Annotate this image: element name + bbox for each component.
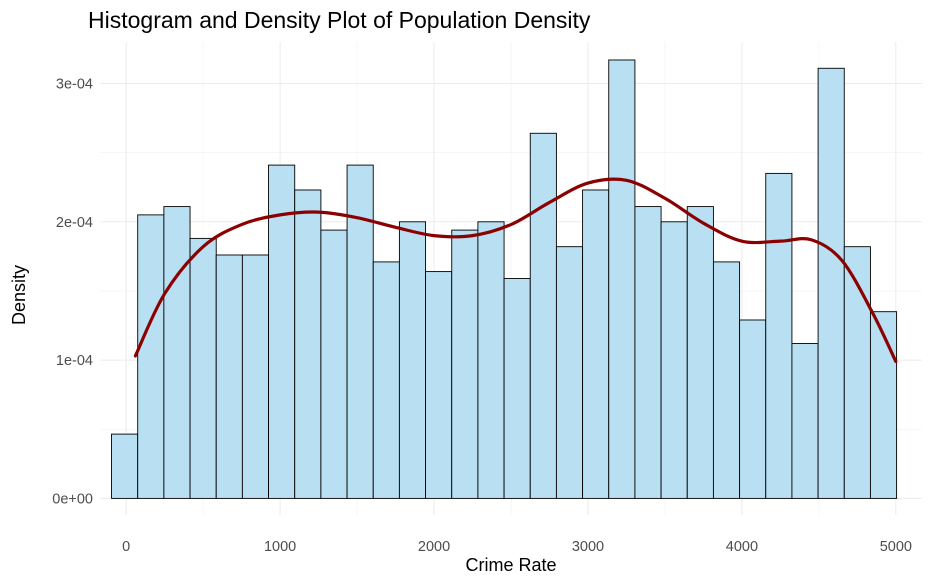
histogram-bar (660, 221, 688, 499)
histogram-bar (529, 132, 557, 499)
x-tick-label: 4000 (726, 539, 758, 555)
x-tick-label: 2000 (418, 539, 450, 555)
histogram-bar (320, 229, 348, 499)
y-tick-label: 3e-04 (56, 76, 93, 92)
y-tick-label: 2e-04 (56, 215, 93, 231)
histogram-bar (712, 261, 741, 499)
histogram-bar (739, 319, 767, 499)
histogram-bar (398, 221, 427, 499)
x-axis-title: Crime Rate (465, 555, 556, 575)
histogram-bar (137, 214, 165, 499)
density-curve (133, 177, 898, 364)
histogram-bar (608, 59, 636, 499)
histogram-bar (791, 343, 819, 499)
histogram-bar (215, 254, 243, 499)
histogram-bar (555, 246, 584, 499)
histogram-bar (477, 221, 505, 499)
x-axis-ticks: 0 1000 2000 3000 4000 5000 (122, 539, 912, 555)
histogram-bar (189, 237, 217, 499)
y-tick-label: 1e-04 (56, 353, 93, 369)
histogram-bars (111, 59, 898, 499)
density-curve-layer (133, 177, 898, 364)
histogram-bar (425, 271, 453, 499)
y-tick-label: 0e+00 (52, 491, 93, 507)
histogram-bar (294, 189, 322, 499)
y-axis-ticks: 0e+00 1e-04 2e-04 3e-04 (52, 76, 93, 507)
histogram-bar (163, 206, 191, 499)
histogram-bar (503, 278, 531, 499)
histogram-bar (241, 254, 270, 499)
x-tick-label: 3000 (572, 539, 604, 555)
histogram-bar (582, 189, 610, 499)
histogram-bar (451, 229, 479, 499)
chart-title: Histogram and Density Plot of Population… (88, 7, 591, 33)
y-axis-title: Density (9, 265, 29, 325)
histogram-bar (111, 433, 139, 499)
histogram-bar (817, 67, 845, 499)
histogram-bar (686, 206, 714, 499)
x-tick-label: 1000 (264, 539, 296, 555)
histogram-bar (869, 311, 898, 499)
histogram-bar (765, 172, 793, 499)
x-tick-label: 5000 (880, 539, 912, 555)
x-tick-label: 0 (122, 539, 130, 555)
histogram-bar (372, 261, 400, 499)
histogram-bar (634, 206, 662, 499)
